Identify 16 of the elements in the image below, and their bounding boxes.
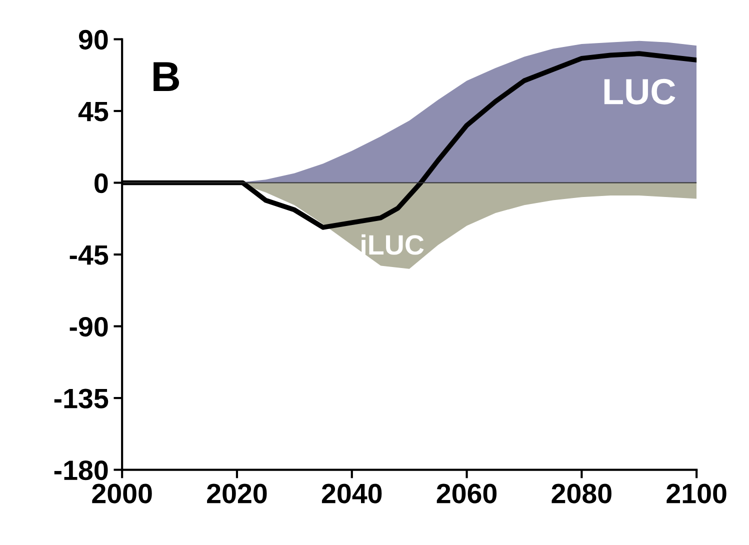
x-tick-label: 2080 — [552, 484, 612, 504]
x-tick-label: 2040 — [322, 484, 382, 504]
y-tick-label: -90 — [70, 316, 108, 337]
x-tick-label: 2060 — [436, 484, 497, 504]
x-tick-label: 2020 — [207, 484, 267, 504]
y-tick-label: -45 — [70, 245, 108, 265]
y-tick-label: -180 — [54, 460, 108, 480]
series-label: iLUC — [362, 234, 424, 255]
series-label: LUC — [604, 78, 676, 104]
y-tick-label: 0 — [94, 173, 108, 194]
x-tick-label: 2100 — [666, 484, 726, 504]
chart-title: B — [154, 62, 180, 91]
y-tick-label: 45 — [78, 102, 108, 122]
y-tick-label: 90 — [78, 30, 108, 50]
y-tick-label: -135 — [54, 388, 108, 408]
x-tick-label: 2000 — [92, 484, 152, 504]
